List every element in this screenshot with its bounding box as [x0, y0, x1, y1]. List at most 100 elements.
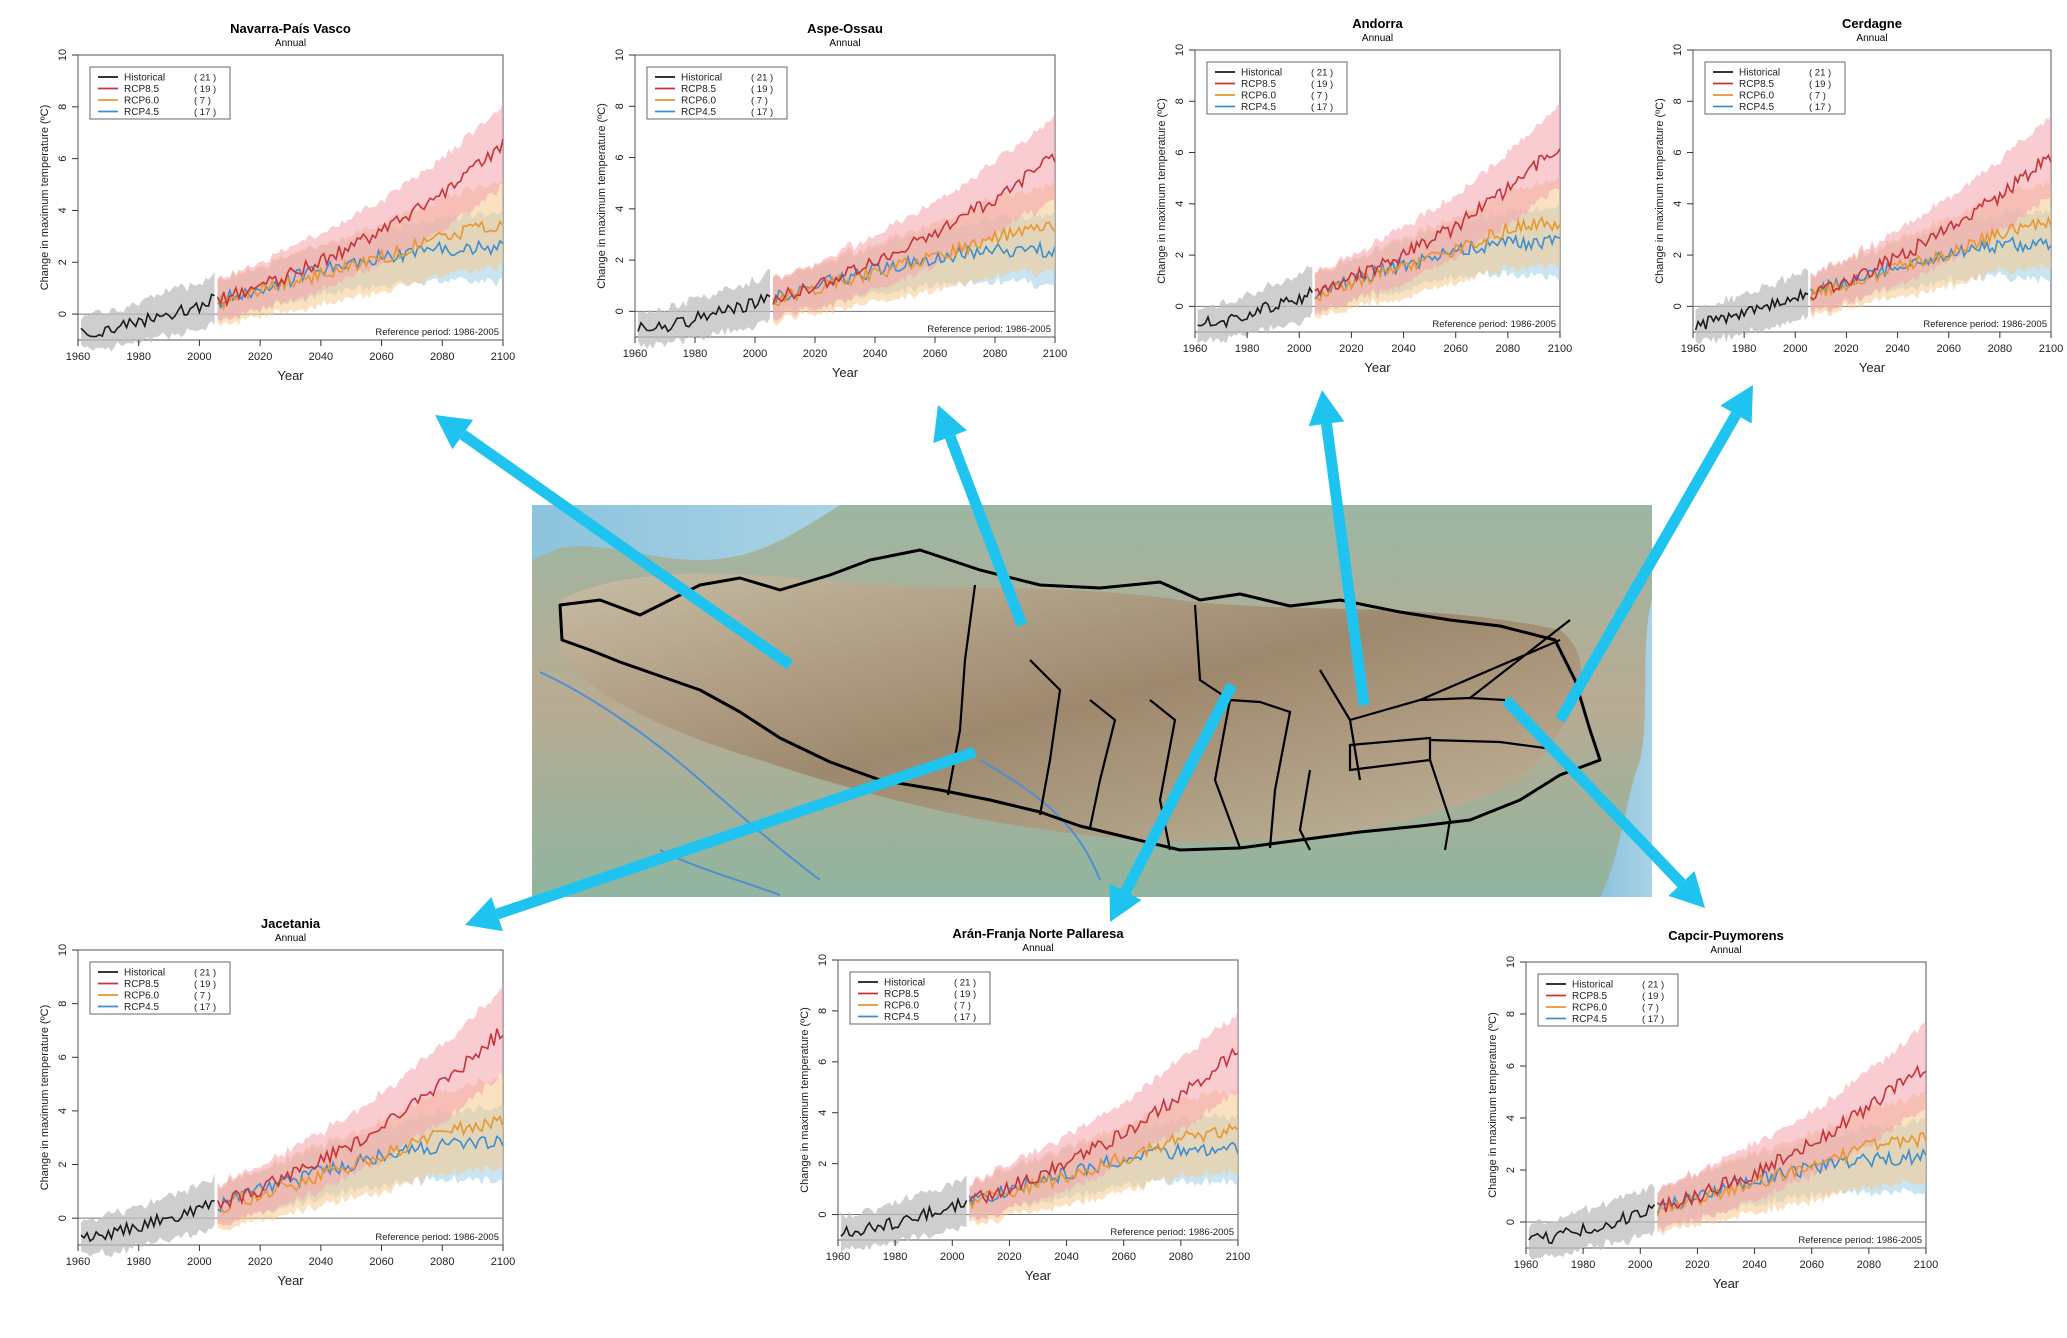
series-line-rcp85 [1314, 148, 1561, 297]
y-axis-label: Change in maximum temperature (ºC) [1654, 98, 1666, 284]
x-tick-label: 2000 [187, 351, 211, 363]
legend-count: ( 7 ) [954, 1001, 971, 1012]
legend-count: ( 19 ) [954, 989, 976, 1000]
y-tick-label: 8 [817, 1008, 829, 1014]
series-line-rcp85 [968, 1047, 1239, 1205]
chart-subtitle: Annual [1022, 943, 1053, 954]
y-tick-label: 0 [57, 311, 69, 317]
x-axis-label: Year [1713, 1276, 1740, 1291]
legend-label: RCP6.0 [1572, 1003, 1607, 1014]
legend-label: RCP4.5 [681, 107, 716, 118]
x-tick-label: 2020 [1834, 343, 1858, 355]
series-line-rcp60 [1656, 1132, 1927, 1217]
x-tick-label: 1960 [66, 351, 90, 363]
x-tick-label: 1980 [1235, 343, 1259, 355]
series-band-rcp85 [773, 111, 1055, 323]
x-tick-label: 2100 [1914, 1259, 1938, 1271]
y-tick-label: 8 [1174, 98, 1186, 104]
y-tick-label: 8 [614, 103, 626, 109]
y-tick-label: 2 [57, 1161, 69, 1167]
x-tick-label: 2040 [1885, 343, 1909, 355]
series-band-rcp85 [1314, 103, 1560, 316]
x-tick-label: 2000 [743, 348, 767, 360]
legend-label: RCP4.5 [124, 107, 159, 118]
x-tick-label: 1960 [623, 348, 647, 360]
y-tick-label: 2 [1505, 1167, 1517, 1173]
x-tick-label: 1980 [883, 1251, 907, 1263]
y-tick-label: 8 [1672, 98, 1684, 104]
series-line-rcp85 [216, 1028, 504, 1210]
x-tick-label: 1980 [126, 351, 150, 363]
x-tick-label: 2000 [1628, 1259, 1652, 1271]
chart-subtitle: Annual [1710, 945, 1741, 956]
series-line-rcp45 [217, 1135, 504, 1213]
y-tick-label: 2 [57, 259, 69, 265]
y-tick-label: 10 [1672, 44, 1684, 56]
legend-count: ( 19 ) [1642, 991, 1664, 1002]
chart-subtitle: Annual [275, 933, 306, 944]
arrow [1109, 682, 1237, 922]
y-tick-label: 6 [817, 1059, 829, 1065]
x-tick-label: 2060 [923, 348, 947, 360]
x-tick-label: 2020 [997, 1251, 1021, 1263]
x-tick-label: 1980 [1732, 343, 1756, 355]
x-tick-label: 1980 [1571, 1259, 1595, 1271]
chart-title: Aspe-Ossau [807, 21, 883, 36]
x-tick-label: 2080 [1988, 343, 2012, 355]
x-tick-label: 2100 [491, 351, 515, 363]
series-line-historical [840, 1196, 968, 1238]
y-tick-label: 6 [1672, 149, 1684, 155]
x-tick-label: 2080 [430, 351, 454, 363]
series-line-rcp45 [968, 1141, 1239, 1206]
legend-label: Historical [681, 73, 722, 84]
series-band-rcp85 [969, 1008, 1238, 1222]
legend-label: RCP4.5 [124, 1002, 159, 1013]
bay-of-biscay-sea [532, 505, 840, 560]
legend-count: ( 17 ) [194, 107, 216, 118]
legend-label: RCP6.0 [1739, 91, 1774, 102]
series-line-rcp60 [968, 1123, 1239, 1210]
series-line-rcp45 [772, 240, 1056, 305]
arrow [465, 746, 977, 932]
y-tick-label: 0 [1505, 1219, 1517, 1225]
legend-box [646, 66, 788, 120]
massif-outline [558, 548, 1602, 852]
chart-panel: Aspe-Ossau Annual 1960 1980 2000 2020 2040 2060… [596, 21, 1067, 380]
y-tick-label: 8 [57, 104, 69, 110]
arrow [1308, 390, 1370, 706]
x-axis-label: Year [1364, 360, 1391, 375]
y-tick-label: 6 [1505, 1063, 1517, 1069]
chart-subtitle: Annual [275, 38, 306, 49]
legend-box [89, 66, 231, 120]
reference-period-note: Reference period: 1986-2005 [1110, 1227, 1234, 1238]
legend-label: RCP4.5 [884, 1012, 919, 1023]
mountain-relief [560, 573, 1581, 843]
legend-count: ( 19 ) [1311, 79, 1333, 90]
x-tick-label: 1980 [683, 348, 707, 360]
chart-panel: Jacetania Annual 1960 1980 2000 2020 2040 2060 2… [39, 916, 515, 1288]
legend-count: ( 7 ) [1311, 91, 1328, 102]
legend-count: ( 7 ) [1642, 1003, 1659, 1014]
chart-title: Andorra [1352, 16, 1403, 31]
series-line-historical [1528, 1204, 1656, 1245]
river [539, 671, 821, 881]
legend-count: ( 17 ) [1311, 102, 1333, 113]
x-axis-label: Year [832, 365, 859, 380]
x-tick-label: 2100 [1043, 348, 1067, 360]
legend-label: RCP4.5 [1572, 1014, 1607, 1025]
legend-label: RCP4.5 [1241, 102, 1276, 113]
chart-title: Arán-Franja Norte Pallaresa [952, 926, 1124, 941]
legend-box [89, 961, 231, 1015]
series-band-historical [81, 1173, 215, 1258]
legend-label: RCP8.5 [124, 84, 159, 95]
legend-count: ( 17 ) [1809, 102, 1831, 113]
y-tick-label: 4 [614, 206, 626, 212]
sector-borders [946, 584, 1571, 851]
x-tick-label: 2020 [248, 1256, 272, 1268]
legend-count: ( 21 ) [1311, 68, 1333, 79]
river [979, 759, 1101, 881]
y-tick-label: 10 [57, 49, 69, 61]
x-tick-label: 2100 [491, 1256, 515, 1268]
